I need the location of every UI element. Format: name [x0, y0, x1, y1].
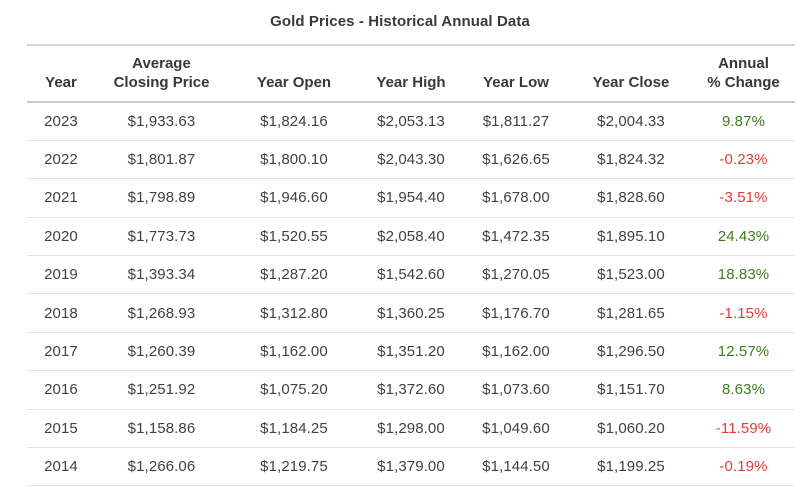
cell-year-high: $1,372.60 [360, 370, 462, 410]
cell-year: 2019 [27, 255, 95, 295]
cell-avg-closing-price: $1,268.93 [95, 293, 228, 333]
table-row: 2017 $1,260.39 $1,162.00 $1,351.20 $1,16… [27, 332, 795, 372]
cell-year-low: $1,811.27 [462, 102, 570, 141]
cell-year-high: $2,043.30 [360, 140, 462, 180]
header-row: Year Average Closing Price Year Open Yea… [27, 44, 795, 103]
cell-avg-closing-price: $1,260.39 [95, 332, 228, 372]
table-header: Year Average Closing Price Year Open Yea… [27, 44, 795, 103]
cell-avg-closing-price: $1,251.92 [95, 370, 228, 410]
table-row: 2023 $1,933.63 $1,824.16 $2,053.13 $1,81… [27, 102, 795, 141]
cell-avg-closing-price: $1,773.73 [95, 217, 228, 257]
cell-year-open: $1,184.25 [228, 409, 360, 449]
cell-annual-pct-change: 24.43% [692, 217, 795, 257]
cell-year-open: $1,824.16 [228, 102, 360, 141]
cell-year-close: $1,281.65 [570, 293, 692, 333]
cell-year-low: $1,678.00 [462, 178, 570, 218]
cell-year-low: $1,626.65 [462, 140, 570, 180]
cell-annual-pct-change: 8.63% [692, 370, 795, 410]
cell-year-open: $1,312.80 [228, 293, 360, 333]
gold-prices-table: Year Average Closing Price Year Open Yea… [27, 44, 795, 487]
cell-year: 2023 [27, 102, 95, 141]
cell-year-open: $1,520.55 [228, 217, 360, 257]
cell-year-high: $1,954.40 [360, 178, 462, 218]
table-row: 2021 $1,798.89 $1,946.60 $1,954.40 $1,67… [27, 178, 795, 218]
cell-year-close: $1,296.50 [570, 332, 692, 372]
cell-year-low: $1,144.50 [462, 447, 570, 487]
cell-year-low: $1,162.00 [462, 332, 570, 372]
cell-year: 2014 [27, 447, 95, 487]
cell-year-close: $2,004.33 [570, 102, 692, 141]
cell-annual-pct-change: -0.23% [692, 140, 795, 180]
cell-avg-closing-price: $1,801.87 [95, 140, 228, 180]
cell-year: 2015 [27, 409, 95, 449]
cell-annual-pct-change: -11.59% [692, 409, 795, 449]
cell-avg-closing-price: $1,158.86 [95, 409, 228, 449]
table-row: 2015 $1,158.86 $1,184.25 $1,298.00 $1,04… [27, 409, 795, 449]
cell-year-low: $1,472.35 [462, 217, 570, 257]
page-title: Gold Prices - Historical Annual Data [270, 13, 530, 30]
cell-annual-pct-change: 12.57% [692, 332, 795, 372]
table-row: 2018 $1,268.93 $1,312.80 $1,360.25 $1,17… [27, 293, 795, 333]
cell-year: 2022 [27, 140, 95, 180]
cell-year-close: $1,895.10 [570, 217, 692, 257]
header-cell-year: Year [27, 44, 95, 103]
cell-year-close: $1,828.60 [570, 178, 692, 218]
cell-year-high: $1,360.25 [360, 293, 462, 333]
cell-year-high: $2,058.40 [360, 217, 462, 257]
cell-year-close: $1,199.25 [570, 447, 692, 487]
cell-avg-closing-price: $1,798.89 [95, 178, 228, 218]
cell-year-low: $1,270.05 [462, 255, 570, 295]
cell-year-high: $2,053.13 [360, 102, 462, 141]
cell-avg-closing-price: $1,933.63 [95, 102, 228, 141]
header-cell-annual-pct-change: Annual % Change [692, 44, 795, 103]
table-row: 2020 $1,773.73 $1,520.55 $2,058.40 $1,47… [27, 217, 795, 257]
cell-year: 2016 [27, 370, 95, 410]
cell-year-open: $1,800.10 [228, 140, 360, 180]
table-row: 2016 $1,251.92 $1,075.20 $1,372.60 $1,07… [27, 370, 795, 410]
cell-annual-pct-change: -0.19% [692, 447, 795, 487]
cell-year-high: $1,298.00 [360, 409, 462, 449]
cell-year-open: $1,946.60 [228, 178, 360, 218]
cell-year-high: $1,542.60 [360, 255, 462, 295]
header-cell-year-low: Year Low [462, 44, 570, 103]
cell-annual-pct-change: -3.51% [692, 178, 795, 218]
cell-year: 2021 [27, 178, 95, 218]
cell-year: 2017 [27, 332, 95, 372]
cell-year-close: $1,824.32 [570, 140, 692, 180]
cell-avg-closing-price: $1,266.06 [95, 447, 228, 487]
cell-year-close: $1,523.00 [570, 255, 692, 295]
cell-year-low: $1,073.60 [462, 370, 570, 410]
cell-annual-pct-change: 9.87% [692, 102, 795, 141]
header-cell-year-high: Year High [360, 44, 462, 103]
cell-year: 2018 [27, 293, 95, 333]
cell-year-high: $1,379.00 [360, 447, 462, 487]
cell-annual-pct-change: 18.83% [692, 255, 795, 295]
cell-year-high: $1,351.20 [360, 332, 462, 372]
cell-year-open: $1,219.75 [228, 447, 360, 487]
cell-year-close: $1,060.20 [570, 409, 692, 449]
table-row: 2014 $1,266.06 $1,219.75 $1,379.00 $1,14… [27, 447, 795, 487]
cell-year-close: $1,151.70 [570, 370, 692, 410]
header-cell-year-open: Year Open [228, 44, 360, 103]
header-cell-year-close: Year Close [570, 44, 692, 103]
cell-year: 2020 [27, 217, 95, 257]
cell-year-low: $1,049.60 [462, 409, 570, 449]
cell-year-open: $1,162.00 [228, 332, 360, 372]
table-row: 2019 $1,393.34 $1,287.20 $1,542.60 $1,27… [27, 255, 795, 295]
table-row: 2022 $1,801.87 $1,800.10 $2,043.30 $1,62… [27, 140, 795, 180]
cell-year-open: $1,287.20 [228, 255, 360, 295]
header-cell-avg-closing-price: Average Closing Price [95, 44, 228, 103]
cell-year-low: $1,176.70 [462, 293, 570, 333]
cell-avg-closing-price: $1,393.34 [95, 255, 228, 295]
table-body: 2023 $1,933.63 $1,824.16 $2,053.13 $1,81… [27, 102, 795, 487]
cell-year-open: $1,075.20 [228, 370, 360, 410]
cell-annual-pct-change: -1.15% [692, 293, 795, 333]
